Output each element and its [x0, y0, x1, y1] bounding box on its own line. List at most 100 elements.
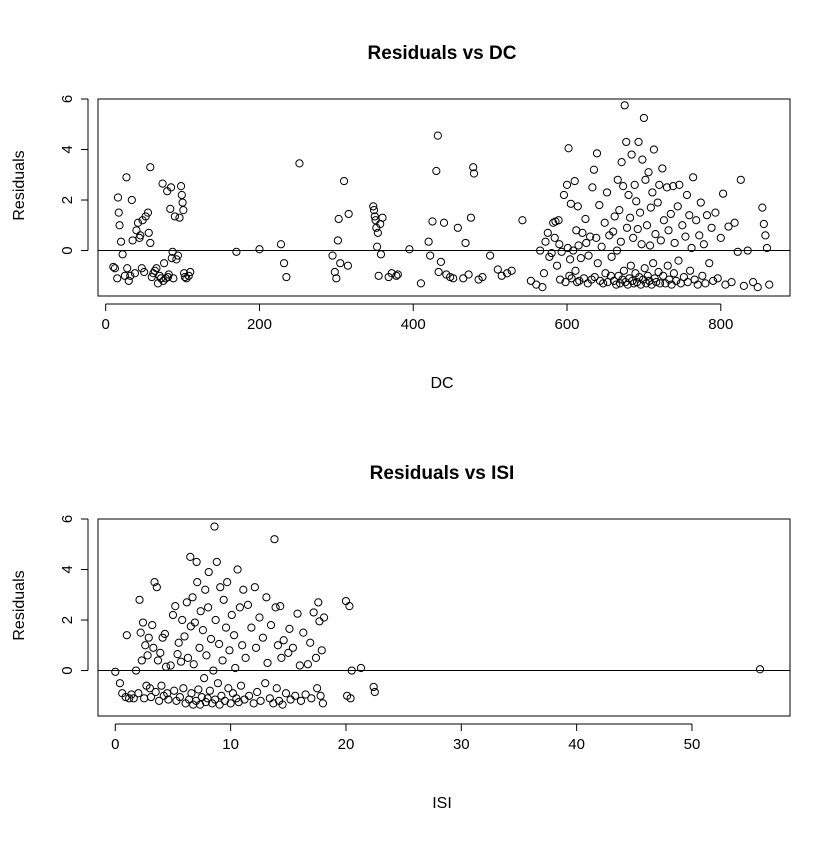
- data-point: [251, 643, 261, 652]
- data-point: [416, 279, 426, 288]
- data-point: [346, 694, 355, 703]
- data-point: [190, 618, 199, 627]
- data-point: [672, 276, 681, 285]
- x-tick-label: 30: [453, 736, 470, 753]
- data-point: [692, 216, 701, 225]
- data-point: [156, 648, 165, 657]
- data-point: [284, 648, 293, 657]
- data-point: [716, 233, 725, 243]
- data-point: [211, 615, 220, 625]
- data-point: [656, 236, 665, 245]
- data-point: [646, 203, 655, 212]
- plot-frame: [97, 518, 791, 717]
- data-point: [143, 208, 153, 217]
- data-point: [592, 233, 601, 243]
- data-point: [209, 666, 218, 675]
- data-point: [183, 653, 193, 663]
- data-point: [755, 665, 765, 674]
- data-point: [179, 684, 188, 693]
- data-point: [205, 686, 214, 695]
- data-point: [232, 247, 241, 256]
- data-point: [197, 692, 206, 702]
- data-point: [748, 278, 758, 287]
- data-point: [619, 182, 628, 191]
- data-point: [315, 617, 324, 626]
- data-point: [581, 214, 590, 224]
- data-point: [225, 646, 234, 655]
- data-point: [597, 242, 606, 251]
- y-tick-label: 6: [59, 515, 76, 523]
- data-point: [113, 193, 123, 202]
- data-point: [223, 578, 232, 587]
- data-point: [282, 272, 291, 282]
- data-point: [132, 226, 141, 235]
- data-point: [210, 522, 219, 531]
- data-point: [554, 216, 563, 225]
- data-point: [265, 694, 274, 703]
- y-tick-label: 6: [59, 95, 76, 103]
- data-point: [127, 195, 136, 205]
- data-point: [150, 578, 159, 587]
- data-point: [592, 149, 602, 158]
- data-point: [698, 271, 707, 280]
- data-point: [733, 247, 742, 256]
- data-point: [613, 175, 622, 184]
- data-point: [603, 278, 612, 287]
- data-point: [173, 251, 183, 260]
- data-point: [572, 278, 582, 287]
- x-tick-label: 40: [568, 736, 585, 753]
- data-point: [655, 180, 664, 189]
- data-point: [713, 274, 722, 283]
- data-point: [293, 609, 302, 618]
- data-point: [666, 209, 675, 219]
- x-tick-label: 0: [111, 736, 119, 753]
- data-point: [562, 180, 572, 189]
- data-point: [730, 218, 739, 227]
- data-point: [576, 254, 585, 263]
- data-point: [311, 653, 321, 663]
- data-point: [685, 211, 694, 220]
- data-point: [711, 208, 720, 217]
- data-point: [393, 270, 402, 279]
- data-point: [157, 681, 166, 690]
- data-point: [549, 218, 558, 227]
- data-point: [643, 271, 652, 280]
- data-point: [149, 643, 158, 652]
- data-point: [681, 232, 690, 241]
- data-point: [233, 565, 242, 574]
- y-axis-label: Residuals: [11, 150, 28, 220]
- data-point: [392, 271, 401, 280]
- data-point: [140, 694, 149, 703]
- x-axis-label: ISI: [432, 795, 452, 812]
- data-point: [213, 679, 223, 688]
- data-point: [702, 211, 712, 220]
- data-point: [200, 674, 209, 683]
- data-point: [620, 101, 629, 110]
- data-point: [571, 266, 580, 275]
- data-point: [194, 685, 203, 694]
- data-point: [263, 658, 272, 668]
- x-tick-label: 600: [555, 316, 580, 333]
- data-point: [182, 274, 191, 283]
- data-point: [632, 197, 641, 206]
- data-point: [271, 603, 280, 612]
- data-point: [615, 206, 624, 215]
- data-point: [547, 248, 556, 258]
- x-tick-label: 0: [102, 316, 110, 333]
- data-point: [318, 699, 327, 708]
- data-point: [709, 276, 718, 285]
- data-point: [561, 278, 570, 287]
- data-point: [168, 610, 178, 620]
- data-point: [241, 653, 250, 663]
- data-point: [369, 202, 378, 211]
- y-tick-label: 0: [59, 666, 76, 674]
- data-point: [574, 241, 583, 250]
- data-point: [114, 208, 123, 217]
- data-point: [195, 643, 204, 652]
- data-point: [743, 246, 752, 255]
- data-point: [628, 276, 637, 285]
- data-point: [217, 691, 226, 700]
- data-point: [617, 158, 626, 167]
